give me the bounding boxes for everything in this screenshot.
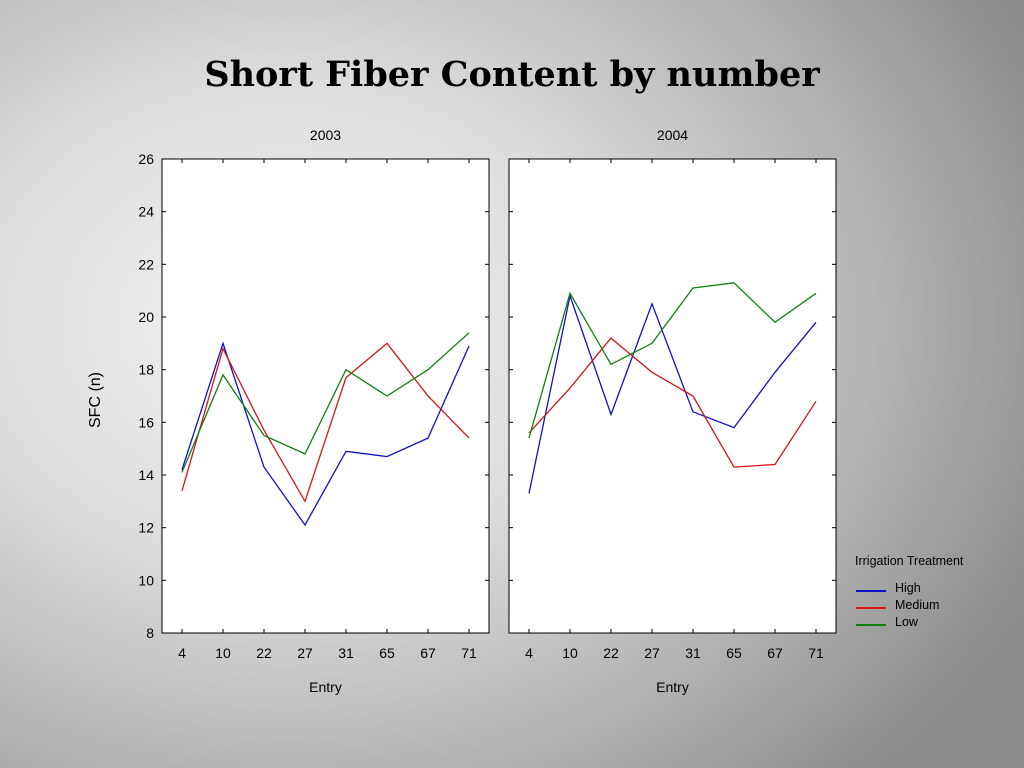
x-tick-label: 71: [808, 645, 824, 661]
slide-title: Short Fiber Content by number: [204, 54, 820, 95]
series-line-low: [528, 282, 817, 439]
legend-label: Low: [895, 615, 919, 629]
plot-area: [508, 158, 837, 634]
y-axis-label: SFC (n): [87, 372, 104, 428]
x-tick-label: 27: [644, 645, 660, 661]
y-tick-label: 12: [138, 520, 154, 536]
series-line-high: [181, 341, 470, 527]
y-tick-label: 24: [138, 204, 154, 220]
panel-title: 2004: [657, 127, 688, 143]
series-line-high: [528, 293, 817, 494]
y-tick-label: 26: [138, 151, 154, 167]
chart-panels: 2003 8 10 12 14 16 18 20 22 24 26 4 10 22 27 31 65 67 71 En…: [138, 127, 837, 695]
x-tick-label: 4: [178, 645, 186, 661]
x-tick-label: 71: [461, 645, 477, 661]
x-tick-label: 65: [379, 645, 395, 661]
x-tick-label: 31: [685, 645, 701, 661]
x-tick-label: 31: [338, 645, 354, 661]
y-tick-label: 10: [138, 572, 154, 588]
series-line-medium: [181, 342, 470, 503]
y-tick-label: 20: [138, 309, 154, 325]
x-axis-label: Entry: [656, 679, 689, 695]
legend-items: High Medium Low: [856, 581, 939, 629]
y-tick-label: 8: [146, 625, 154, 641]
legend-item-high: High: [856, 581, 921, 595]
x-tick-label: 67: [420, 645, 436, 661]
legend-item-medium: Medium: [856, 598, 939, 612]
x-tick-label: 65: [726, 645, 742, 661]
y-tick-label: 22: [138, 256, 154, 272]
x-axis-label: Entry: [309, 679, 342, 695]
y-tick-label: 18: [138, 362, 154, 378]
x-tick-label: 22: [256, 645, 272, 661]
legend: Irrigation Treatment High Medium Low: [855, 554, 964, 629]
x-tick-label: 4: [525, 645, 533, 661]
series-line-medium: [528, 337, 817, 468]
chart-panel-2003: 2003 8 10 12 14 16 18 20 22 24 26 4 10 22 27 31 65 67 71 En…: [138, 127, 490, 695]
legend-title: Irrigation Treatment: [855, 554, 964, 568]
x-tick-label: 67: [767, 645, 783, 661]
series-line-low: [181, 332, 470, 473]
plot-area: [161, 158, 490, 634]
chart-panel-2004: 2004 4 10 22 27 31 65 67 71 Entry: [508, 127, 837, 695]
x-tick-label: 22: [603, 645, 619, 661]
legend-item-low: Low: [856, 615, 919, 629]
y-tick-label: 14: [138, 467, 154, 483]
panel-title: 2003: [310, 127, 341, 143]
x-tick-label: 10: [215, 645, 231, 661]
legend-label: High: [895, 581, 921, 595]
y-tick-label: 16: [138, 414, 154, 430]
x-tick-label: 10: [562, 645, 578, 661]
x-tick-label: 27: [297, 645, 313, 661]
legend-label: Medium: [895, 598, 939, 612]
